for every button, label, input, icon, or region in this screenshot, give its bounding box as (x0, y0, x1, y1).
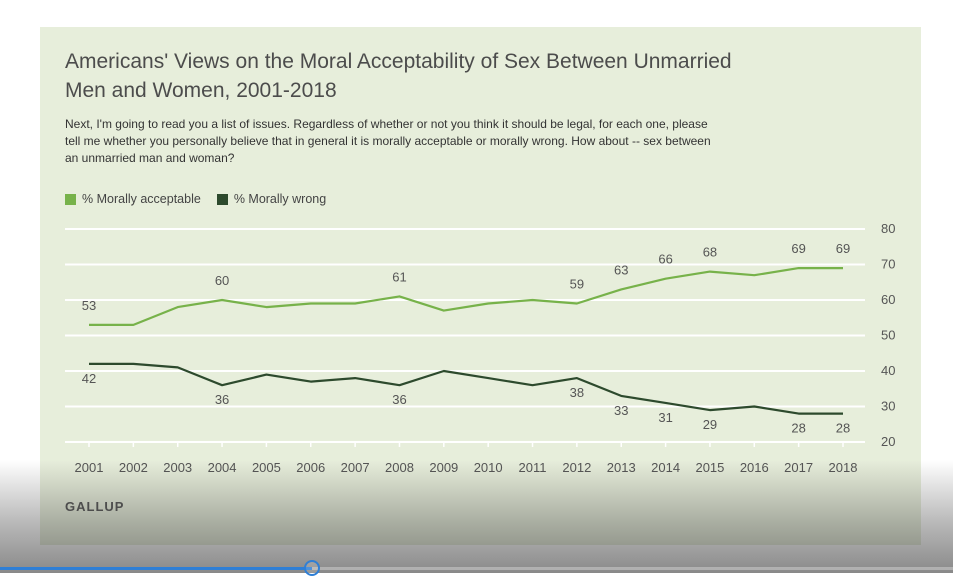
series-line-acceptable (89, 267, 843, 326)
legend-item-acceptable: % Morally acceptable (65, 192, 201, 206)
x-tick-label-2015: 2015 (695, 460, 724, 475)
chart-card: Americans' Views on the Moral Acceptabil… (40, 27, 921, 545)
x-tick-label-2012: 2012 (562, 460, 591, 475)
video-progress-bar[interactable] (0, 560, 953, 576)
x-tick-label-2003: 2003 (163, 460, 192, 475)
y-tick-label-80: 80 (881, 221, 895, 236)
legend-item-wrong: % Morally wrong (216, 192, 327, 206)
y-tick-label-30: 30 (881, 399, 895, 414)
data-label-wrong-2012: 38 (570, 385, 584, 400)
x-tick-label-2001: 2001 (75, 460, 104, 475)
x-tick-label-2005: 2005 (252, 460, 281, 475)
y-tick-label-50: 50 (881, 328, 895, 343)
chart-title: Americans' Views on the Moral Acceptabil… (65, 50, 732, 102)
legend-swatch-wrong (216, 193, 228, 205)
x-tick-label-2007: 2007 (341, 460, 370, 475)
data-label-wrong-2014: 31 (658, 410, 672, 425)
data-label-acceptable-2015: 68 (703, 245, 717, 260)
line-chart: 20 30 40 50 60 70 80 2001 2002 2003 2004 2005 2006 20… (65, 221, 895, 475)
y-tick-label-70: 70 (881, 257, 895, 272)
x-tick-label-2014: 2014 (651, 460, 680, 475)
x-tick-label-2006: 2006 (296, 460, 325, 475)
legend-swatch-acceptable (65, 193, 76, 205)
video-progress-fill (0, 567, 312, 570)
data-label-acceptable-2012: 59 (570, 277, 584, 292)
data-label-wrong-2004: 36 (215, 392, 229, 407)
data-label-acceptable-2001: 53 (82, 298, 96, 313)
data-label-acceptable-2014: 66 (658, 252, 672, 267)
data-label-acceptable-2018: 69 (836, 241, 850, 256)
legend-label-wrong: % Morally wrong (233, 192, 327, 206)
data-label-acceptable-2017: 69 (791, 241, 805, 256)
x-tick-label-2009: 2009 (429, 460, 458, 475)
chart-subtitle: Next, I'm going to read you a list of is… (65, 117, 711, 165)
x-tick-label-2004: 2004 (208, 460, 237, 475)
data-label-acceptable-2008: 61 (392, 269, 406, 284)
data-label-acceptable-2004: 60 (215, 273, 229, 288)
data-label-wrong-2001: 42 (82, 371, 96, 386)
x-tick-label-2011: 2011 (519, 460, 547, 475)
x-tick-label-2017: 2017 (784, 460, 813, 475)
x-tick-label-2002: 2002 (119, 460, 148, 475)
data-label-wrong-2018: 28 (836, 421, 850, 436)
x-tick-label-2018: 2018 (829, 460, 858, 475)
chart-legend: % Morally acceptable % Morally wrong (65, 192, 326, 206)
y-tick-label-60: 60 (881, 292, 895, 307)
x-tick-label-2016: 2016 (740, 460, 769, 475)
video-scrub-handle[interactable] (303, 560, 320, 576)
data-label-wrong-2017: 28 (791, 421, 805, 436)
data-label-wrong-2008: 36 (392, 392, 406, 407)
y-tick-label-40: 40 (881, 363, 895, 378)
legend-label-acceptable: % Morally acceptable (82, 192, 201, 206)
data-label-acceptable-2013: 63 (614, 262, 628, 277)
source-label: GALLUP (65, 499, 125, 514)
series-line-wrong (89, 362, 843, 415)
y-tick-label-20: 20 (881, 434, 895, 449)
x-tick-label-2013: 2013 (607, 460, 636, 475)
x-tick-label-2010: 2010 (474, 460, 503, 475)
data-label-wrong-2013: 33 (614, 403, 628, 418)
data-label-wrong-2015: 29 (703, 417, 717, 432)
x-tick-label-2008: 2008 (385, 460, 414, 475)
